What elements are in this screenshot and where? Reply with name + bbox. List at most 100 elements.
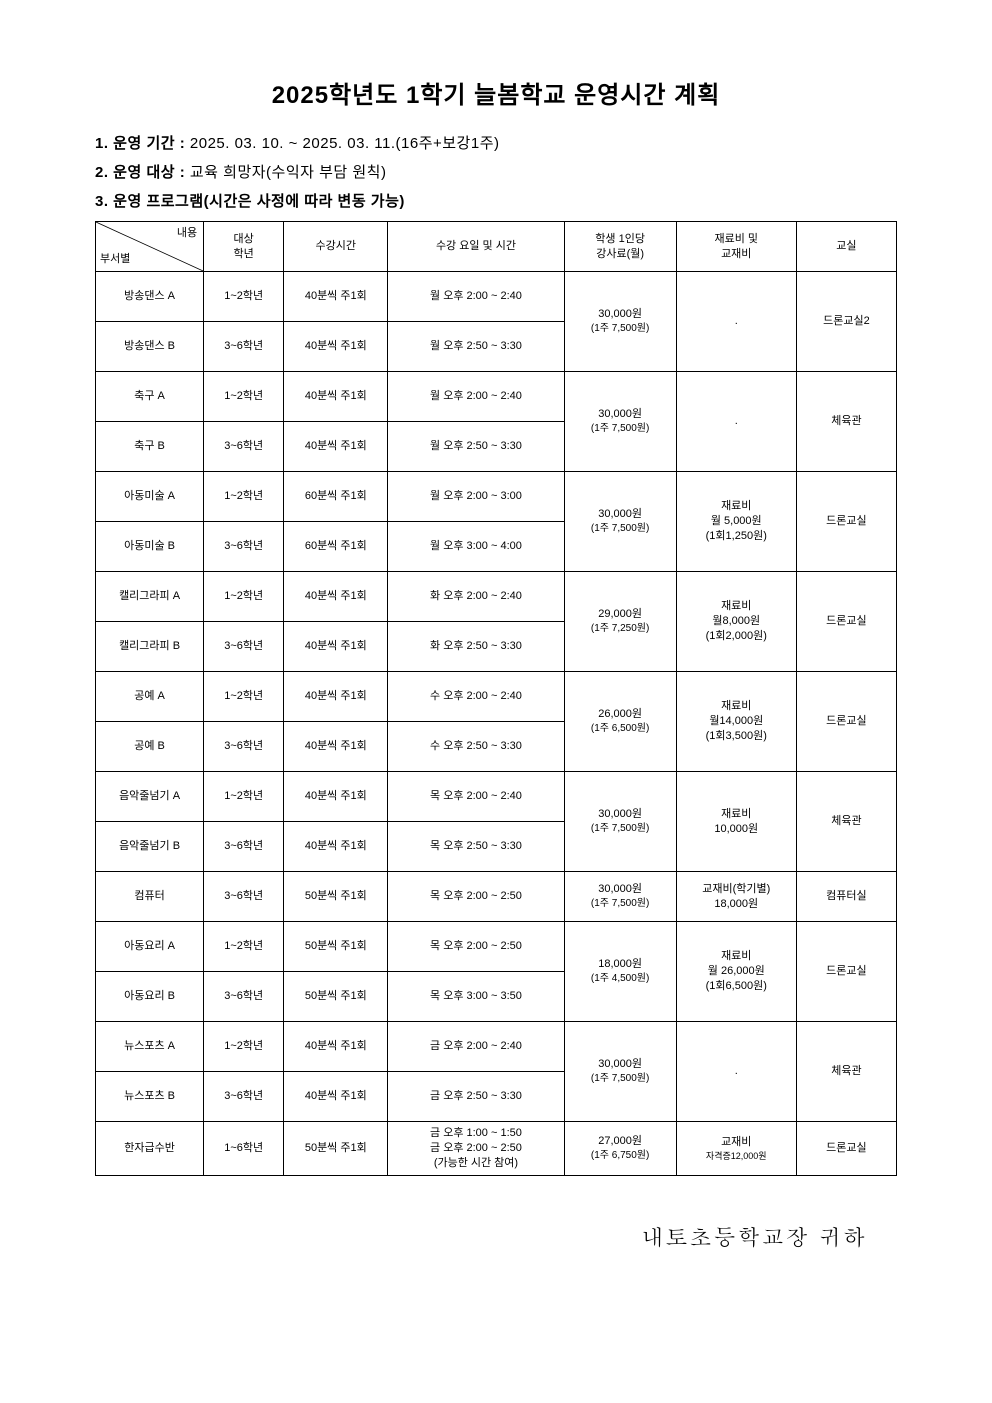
program-schedule: 수 오후 2:00 ~ 2:40	[388, 672, 564, 722]
program-name: 캘리그라피 A	[96, 572, 204, 622]
operation-period: 1. 운영 기간 : 2025. 03. 10. ~ 2025. 03. 11.…	[95, 132, 897, 153]
program-fee: 30,000원(1주 7,500원)	[564, 372, 676, 472]
program-material: 재료비 10,000원	[676, 772, 796, 872]
program-name: 한자급수반	[96, 1122, 204, 1176]
program-grade: 1~2학년	[204, 672, 284, 722]
program-fee: 27,000원(1주 6,750원)	[564, 1122, 676, 1176]
header-content-label: 내용	[177, 226, 197, 241]
program-schedule: 월 오후 2:50 ~ 3:30	[388, 322, 564, 372]
program-table: 내용 부서별 대상 학년 수강시간 수강 요일 및 시간 학생 1인당 강사료(…	[95, 221, 897, 1176]
header-material: 재료비 및 교재비	[676, 222, 796, 272]
header-diagonal: 내용 부서별	[96, 222, 204, 272]
program-fee: 30,000원(1주 7,500원)	[564, 1022, 676, 1122]
table-row: 캘리그라피 A1~2학년40분씩 주1회화 오후 2:00 ~ 2:4029,0…	[96, 572, 897, 622]
program-schedule: 목 오후 2:00 ~ 2:50	[388, 922, 564, 972]
program-grade: 3~6학년	[204, 972, 284, 1022]
program-duration: 60분씩 주1회	[284, 472, 388, 522]
program-material: 재료비 월 5,000원 (1회1,250원)	[676, 472, 796, 572]
program-grade: 3~6학년	[204, 872, 284, 922]
program-material: 교재비(학기별) 18,000원	[676, 872, 796, 922]
program-material: .	[676, 1022, 796, 1122]
table-row: 한자급수반1~6학년50분씩 주1회금 오후 1:00 ~ 1:50 금 오후 …	[96, 1122, 897, 1176]
program-name: 축구 B	[96, 422, 204, 472]
program-material: .	[676, 372, 796, 472]
program-name: 방송댄스 A	[96, 272, 204, 322]
program-schedule: 월 오후 3:00 ~ 4:00	[388, 522, 564, 572]
table-row: 음악줄넘기 A1~2학년40분씩 주1회목 오후 2:00 ~ 2:4030,0…	[96, 772, 897, 822]
program-duration: 40분씩 주1회	[284, 672, 388, 722]
table-row: 컴퓨터3~6학년50분씩 주1회목 오후 2:00 ~ 2:5030,000원(…	[96, 872, 897, 922]
program-duration: 50분씩 주1회	[284, 972, 388, 1022]
program-material: 재료비 월 26,000원 (1회6,500원)	[676, 922, 796, 1022]
program-duration: 50분씩 주1회	[284, 872, 388, 922]
program-heading: 3. 운영 프로그램(시간은 사정에 따라 변동 가능)	[95, 190, 897, 211]
program-room: 컴퓨터실	[796, 872, 896, 922]
program-duration: 40분씩 주1회	[284, 422, 388, 472]
program-duration: 40분씩 주1회	[284, 572, 388, 622]
target-value: 교육 희망자(수익자 부담 원칙)	[185, 164, 386, 181]
program-fee: 30,000원(1주 7,500원)	[564, 872, 676, 922]
program-room: 체육관	[796, 1022, 896, 1122]
program-duration: 40분씩 주1회	[284, 1072, 388, 1122]
program-name: 방송댄스 B	[96, 322, 204, 372]
program-duration: 40분씩 주1회	[284, 1022, 388, 1072]
program-name: 컴퓨터	[96, 872, 204, 922]
program-material: .	[676, 272, 796, 372]
program-grade: 1~2학년	[204, 472, 284, 522]
table-row: 뉴스포츠 A1~2학년40분씩 주1회금 오후 2:00 ~ 2:4030,00…	[96, 1022, 897, 1072]
program-room: 드론교실	[796, 472, 896, 572]
program-fee: 26,000원(1주 6,500원)	[564, 672, 676, 772]
program-grade: 3~6학년	[204, 422, 284, 472]
table-row: 방송댄스 A1~2학년40분씩 주1회월 오후 2:00 ~ 2:4030,00…	[96, 272, 897, 322]
table-row: 아동요리 A1~2학년50분씩 주1회목 오후 2:00 ~ 2:5018,00…	[96, 922, 897, 972]
program-name: 축구 A	[96, 372, 204, 422]
program-grade: 3~6학년	[204, 622, 284, 672]
program-name: 공예 B	[96, 722, 204, 772]
program-name: 음악줄넘기 B	[96, 822, 204, 872]
table-header-row: 내용 부서별 대상 학년 수강시간 수강 요일 및 시간 학생 1인당 강사료(…	[96, 222, 897, 272]
program-room: 드론교실	[796, 922, 896, 1022]
program-schedule: 월 오후 2:00 ~ 2:40	[388, 372, 564, 422]
program-duration: 60분씩 주1회	[284, 522, 388, 572]
period-value: 2025. 03. 10. ~ 2025. 03. 11.(16주+보강1주)	[185, 135, 499, 152]
program-duration: 40분씩 주1회	[284, 722, 388, 772]
header-grade: 대상 학년	[204, 222, 284, 272]
period-label: 1. 운영 기간 :	[95, 135, 185, 152]
program-duration: 40분씩 주1회	[284, 372, 388, 422]
program-duration: 40분씩 주1회	[284, 322, 388, 372]
program-schedule: 금 오후 2:00 ~ 2:40	[388, 1022, 564, 1072]
program-schedule: 화 오후 2:50 ~ 3:30	[388, 622, 564, 672]
header-schedule: 수강 요일 및 시간	[388, 222, 564, 272]
program-grade: 3~6학년	[204, 322, 284, 372]
program-duration: 50분씩 주1회	[284, 922, 388, 972]
program-grade: 3~6학년	[204, 722, 284, 772]
program-name: 공예 A	[96, 672, 204, 722]
program-schedule: 화 오후 2:00 ~ 2:40	[388, 572, 564, 622]
operation-target: 2. 운영 대상 : 교육 희망자(수익자 부담 원칙)	[95, 161, 897, 182]
program-grade: 1~2학년	[204, 1022, 284, 1072]
program-schedule: 월 오후 2:50 ~ 3:30	[388, 422, 564, 472]
header-room: 교실	[796, 222, 896, 272]
program-schedule: 목 오후 2:50 ~ 3:30	[388, 822, 564, 872]
program-grade: 3~6학년	[204, 522, 284, 572]
program-name: 아동미술 B	[96, 522, 204, 572]
table-body: 방송댄스 A1~2학년40분씩 주1회월 오후 2:00 ~ 2:4030,00…	[96, 272, 897, 1176]
program-schedule: 목 오후 3:00 ~ 3:50	[388, 972, 564, 1022]
program-grade: 1~2학년	[204, 922, 284, 972]
program-schedule: 목 오후 2:00 ~ 2:40	[388, 772, 564, 822]
program-grade: 1~2학년	[204, 272, 284, 322]
program-name: 아동요리 B	[96, 972, 204, 1022]
program-duration: 40분씩 주1회	[284, 272, 388, 322]
program-grade: 3~6학년	[204, 1072, 284, 1122]
program-duration: 40분씩 주1회	[284, 822, 388, 872]
target-label: 2. 운영 대상 :	[95, 164, 185, 181]
program-name: 뉴스포츠 A	[96, 1022, 204, 1072]
program-schedule: 수 오후 2:50 ~ 3:30	[388, 722, 564, 772]
program-name: 아동미술 A	[96, 472, 204, 522]
program-fee: 29,000원(1주 7,250원)	[564, 572, 676, 672]
header-duration: 수강시간	[284, 222, 388, 272]
program-room: 체육관	[796, 772, 896, 872]
program-schedule: 금 오후 1:00 ~ 1:50 금 오후 2:00 ~ 2:50 (가능한 시…	[388, 1122, 564, 1176]
table-row: 공예 A1~2학년40분씩 주1회수 오후 2:00 ~ 2:4026,000원…	[96, 672, 897, 722]
program-name: 뉴스포츠 B	[96, 1072, 204, 1122]
